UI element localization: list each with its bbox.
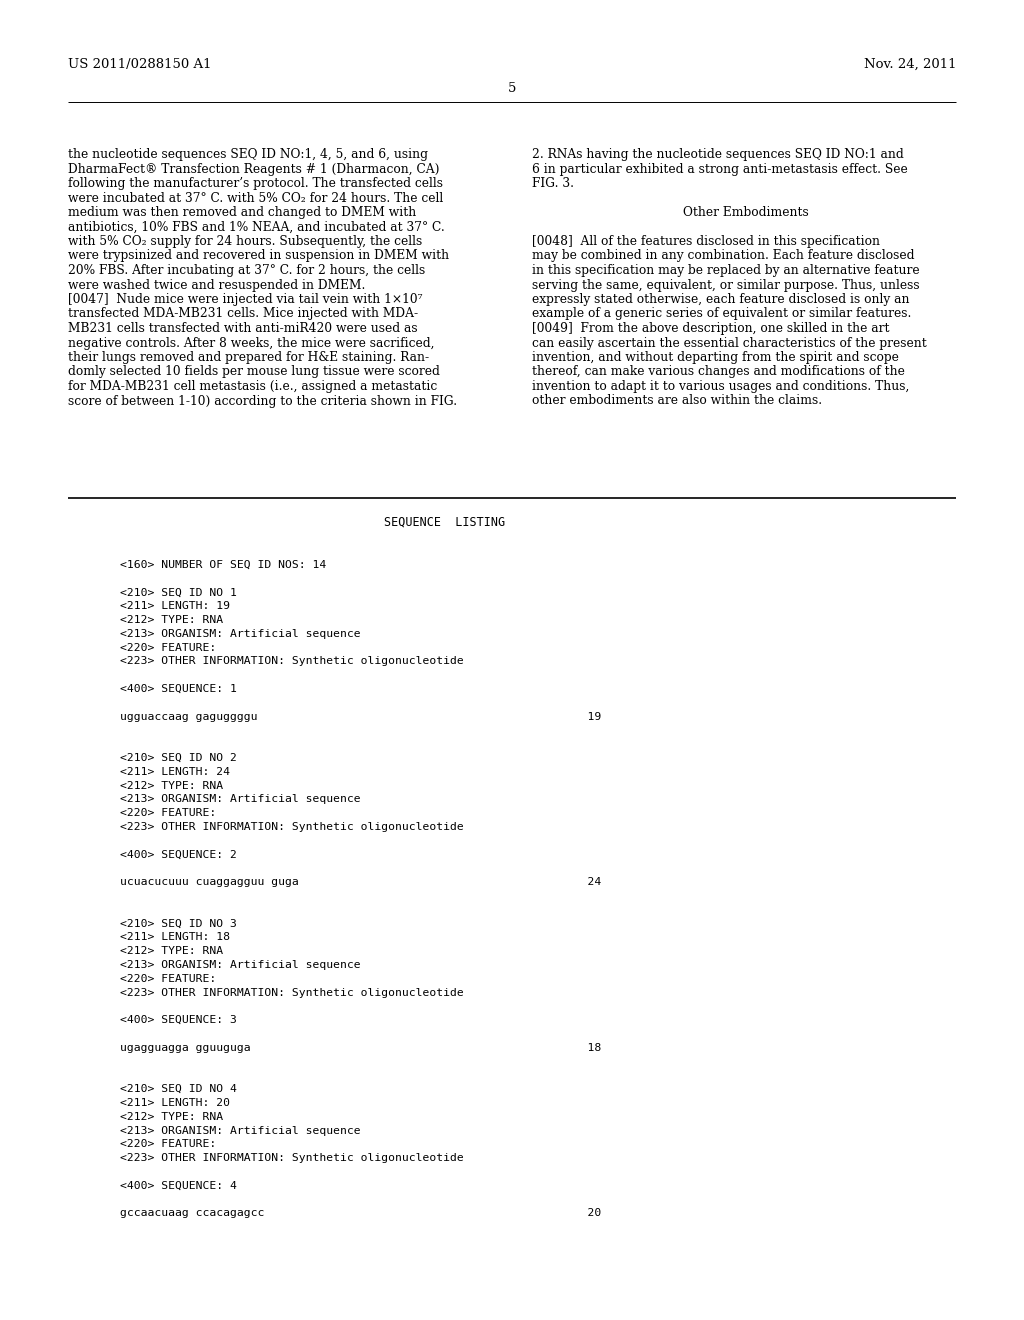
Text: were trypsinized and recovered in suspension in DMEM with: were trypsinized and recovered in suspen…	[68, 249, 450, 263]
Text: transfected MDA-MB231 cells. Mice injected with MDA-: transfected MDA-MB231 cells. Mice inject…	[68, 308, 418, 321]
Text: <213> ORGANISM: Artificial sequence: <213> ORGANISM: Artificial sequence	[120, 1126, 360, 1135]
Text: medium was then removed and changed to DMEM with: medium was then removed and changed to D…	[68, 206, 416, 219]
Text: with 5% CO₂ supply for 24 hours. Subsequently, the cells: with 5% CO₂ supply for 24 hours. Subsequ…	[68, 235, 422, 248]
Text: <223> OTHER INFORMATION: Synthetic oligonucleotide: <223> OTHER INFORMATION: Synthetic oligo…	[120, 1154, 464, 1163]
Text: ucuacucuuu cuaggagguu guga                                          24: ucuacucuuu cuaggagguu guga 24	[120, 878, 601, 887]
Text: may be combined in any combination. Each feature disclosed: may be combined in any combination. Each…	[532, 249, 914, 263]
Text: <210> SEQ ID NO 1: <210> SEQ ID NO 1	[120, 587, 237, 598]
Text: <210> SEQ ID NO 3: <210> SEQ ID NO 3	[120, 919, 237, 928]
Text: ugguaccaag gaguggggu                                                19: ugguaccaag gaguggggu 19	[120, 711, 601, 722]
Text: <213> ORGANISM: Artificial sequence: <213> ORGANISM: Artificial sequence	[120, 960, 360, 970]
Text: ugagguagga gguuguga                                                 18: ugagguagga gguuguga 18	[120, 1043, 601, 1053]
Text: for MDA-MB231 cell metastasis (i.e., assigned a metastatic: for MDA-MB231 cell metastasis (i.e., ass…	[68, 380, 437, 393]
Text: <400> SEQUENCE: 4: <400> SEQUENCE: 4	[120, 1181, 237, 1191]
Text: <211> LENGTH: 19: <211> LENGTH: 19	[120, 601, 230, 611]
Text: <211> LENGTH: 20: <211> LENGTH: 20	[120, 1098, 230, 1107]
Text: 2. RNAs having the nucleotide sequences SEQ ID NO:1 and: 2. RNAs having the nucleotide sequences …	[532, 148, 904, 161]
Text: their lungs removed and prepared for H&E staining. Ran-: their lungs removed and prepared for H&E…	[68, 351, 429, 364]
Text: <400> SEQUENCE: 3: <400> SEQUENCE: 3	[120, 1015, 237, 1026]
Text: were washed twice and resuspended in DMEM.: were washed twice and resuspended in DME…	[68, 279, 366, 292]
Text: antibiotics, 10% FBS and 1% NEAA, and incubated at 37° C.: antibiotics, 10% FBS and 1% NEAA, and in…	[68, 220, 444, 234]
Text: Nov. 24, 2011: Nov. 24, 2011	[863, 58, 956, 71]
Text: <213> ORGANISM: Artificial sequence: <213> ORGANISM: Artificial sequence	[120, 628, 360, 639]
Text: domly selected 10 fields per mouse lung tissue were scored: domly selected 10 fields per mouse lung …	[68, 366, 440, 379]
Text: serving the same, equivalent, or similar purpose. Thus, unless: serving the same, equivalent, or similar…	[532, 279, 920, 292]
Text: in this specification may be replaced by an alternative feature: in this specification may be replaced by…	[532, 264, 920, 277]
Text: <223> OTHER INFORMATION: Synthetic oligonucleotide: <223> OTHER INFORMATION: Synthetic oligo…	[120, 822, 464, 832]
Text: [0049]  From the above description, one skilled in the art: [0049] From the above description, one s…	[532, 322, 890, 335]
Text: 20% FBS. After incubating at 37° C. for 2 hours, the cells: 20% FBS. After incubating at 37° C. for …	[68, 264, 425, 277]
Text: [0047]  Nude mice were injected via tail vein with 1×10⁷: [0047] Nude mice were injected via tail …	[68, 293, 423, 306]
Text: <220> FEATURE:: <220> FEATURE:	[120, 643, 216, 652]
Text: <213> ORGANISM: Artificial sequence: <213> ORGANISM: Artificial sequence	[120, 795, 360, 804]
Text: <400> SEQUENCE: 2: <400> SEQUENCE: 2	[120, 850, 237, 859]
Text: <210> SEQ ID NO 4: <210> SEQ ID NO 4	[120, 1084, 237, 1094]
Text: <160> NUMBER OF SEQ ID NOS: 14: <160> NUMBER OF SEQ ID NOS: 14	[120, 560, 327, 570]
Text: <212> TYPE: RNA: <212> TYPE: RNA	[120, 1111, 223, 1122]
Text: example of a generic series of equivalent or similar features.: example of a generic series of equivalen…	[532, 308, 911, 321]
Text: SEQUENCE  LISTING: SEQUENCE LISTING	[384, 516, 505, 529]
Text: <220> FEATURE:: <220> FEATURE:	[120, 808, 216, 818]
Text: <212> TYPE: RNA: <212> TYPE: RNA	[120, 946, 223, 956]
Text: <212> TYPE: RNA: <212> TYPE: RNA	[120, 615, 223, 624]
Text: can easily ascertain the essential characteristics of the present: can easily ascertain the essential chara…	[532, 337, 927, 350]
Text: thereof, can make various changes and modifications of the: thereof, can make various changes and mo…	[532, 366, 905, 379]
Text: MB231 cells transfected with anti-miR420 were used as: MB231 cells transfected with anti-miR420…	[68, 322, 418, 335]
Text: US 2011/0288150 A1: US 2011/0288150 A1	[68, 58, 212, 71]
Text: 6 in particular exhibited a strong anti-metastasis effect. See: 6 in particular exhibited a strong anti-…	[532, 162, 907, 176]
Text: [0048]  All of the features disclosed in this specification: [0048] All of the features disclosed in …	[532, 235, 880, 248]
Text: DharmaFect® Transfection Reagents # 1 (Dharmacon, CA): DharmaFect® Transfection Reagents # 1 (D…	[68, 162, 439, 176]
Text: <211> LENGTH: 18: <211> LENGTH: 18	[120, 932, 230, 942]
Text: <223> OTHER INFORMATION: Synthetic oligonucleotide: <223> OTHER INFORMATION: Synthetic oligo…	[120, 656, 464, 667]
Text: <211> LENGTH: 24: <211> LENGTH: 24	[120, 767, 230, 776]
Text: 5: 5	[508, 82, 516, 95]
Text: score of between 1-10) according to the criteria shown in FIG.: score of between 1-10) according to the …	[68, 395, 457, 408]
Text: FIG. 3.: FIG. 3.	[532, 177, 574, 190]
Text: invention to adapt it to various usages and conditions. Thus,: invention to adapt it to various usages …	[532, 380, 909, 393]
Text: Other Embodiments: Other Embodiments	[683, 206, 809, 219]
Text: <220> FEATURE:: <220> FEATURE:	[120, 974, 216, 983]
Text: <400> SEQUENCE: 1: <400> SEQUENCE: 1	[120, 684, 237, 694]
Text: negative controls. After 8 weeks, the mice were sacrificed,: negative controls. After 8 weeks, the mi…	[68, 337, 434, 350]
Text: <212> TYPE: RNA: <212> TYPE: RNA	[120, 780, 223, 791]
Text: gccaacuaag ccacagagcc                                               20: gccaacuaag ccacagagcc 20	[120, 1208, 601, 1218]
Text: expressly stated otherwise, each feature disclosed is only an: expressly stated otherwise, each feature…	[532, 293, 909, 306]
Text: <223> OTHER INFORMATION: Synthetic oligonucleotide: <223> OTHER INFORMATION: Synthetic oligo…	[120, 987, 464, 998]
Text: <220> FEATURE:: <220> FEATURE:	[120, 1139, 216, 1150]
Text: the nucleotide sequences SEQ ID NO:1, 4, 5, and 6, using: the nucleotide sequences SEQ ID NO:1, 4,…	[68, 148, 428, 161]
Text: <210> SEQ ID NO 2: <210> SEQ ID NO 2	[120, 752, 237, 763]
Text: invention, and without departing from the spirit and scope: invention, and without departing from th…	[532, 351, 899, 364]
Text: were incubated at 37° C. with 5% CO₂ for 24 hours. The cell: were incubated at 37° C. with 5% CO₂ for…	[68, 191, 443, 205]
Text: other embodiments are also within the claims.: other embodiments are also within the cl…	[532, 395, 822, 408]
Text: following the manufacturer’s protocol. The transfected cells: following the manufacturer’s protocol. T…	[68, 177, 443, 190]
